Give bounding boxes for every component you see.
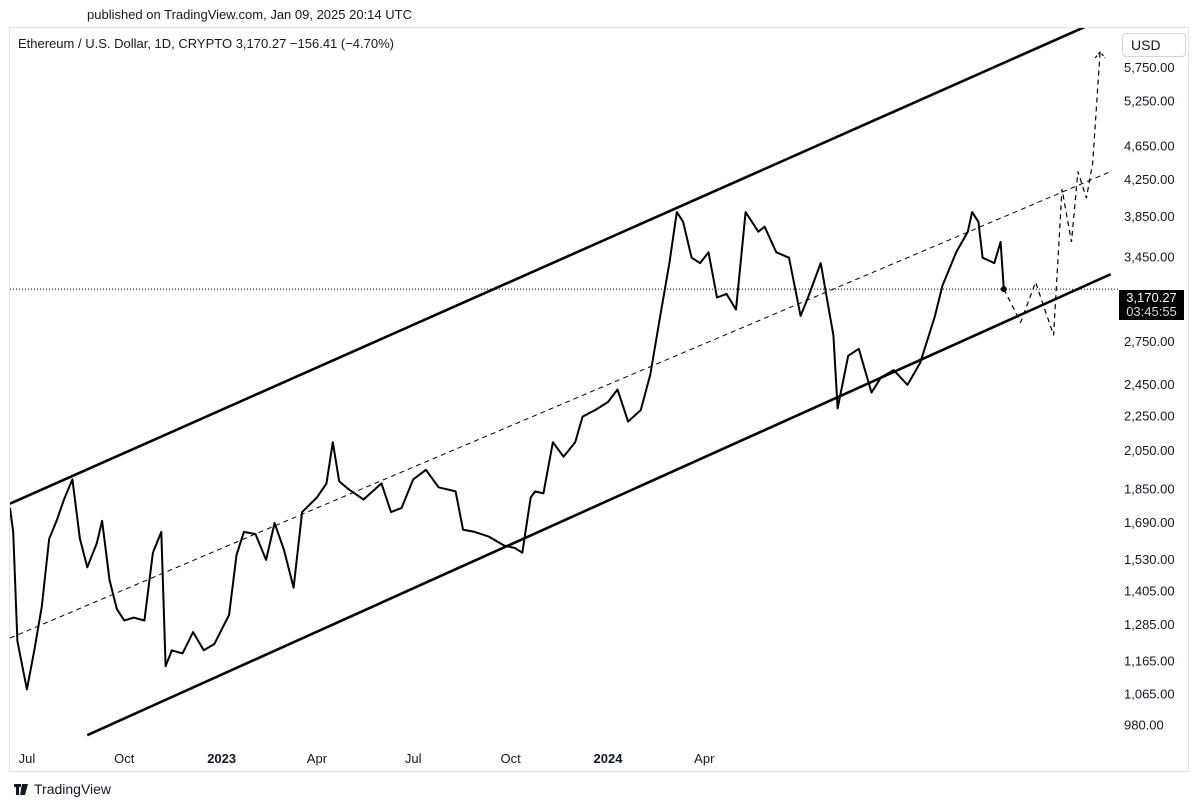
y-tick-label: 980.00 [1124,718,1164,733]
projection-path [1003,51,1101,336]
currency-button[interactable]: USD [1122,33,1186,57]
x-tick-label: Oct [114,751,135,766]
x-tick-label: Apr [307,751,328,766]
projection-arrowhead [1094,51,1106,59]
last-price-tag: 3,170.27 03:45:55 [1119,290,1184,320]
published-note: published on TradingView.com, Jan 09, 20… [87,7,412,22]
y-tick-label: 1,405.00 [1124,584,1175,599]
y-tick-label: 1,690.00 [1124,515,1175,530]
y-tick-label: 3,850.00 [1124,209,1175,224]
plot-area [10,28,1118,737]
y-tick-label: 4,250.00 [1124,172,1175,187]
channel-mid-line [10,171,1111,639]
y-tick-label: 2,750.00 [1124,334,1175,349]
channel-lower-line [86,273,1112,737]
x-tick-label: Jul [19,751,36,766]
last-price-label: 3,170.27 [1126,290,1177,305]
y-tick-label: 1,065.00 [1124,687,1175,702]
x-tick-label: 2024 [594,751,624,766]
x-tick-label: 2023 [207,751,236,766]
y-tick-label: 2,250.00 [1124,409,1175,424]
y-tick-label: 1,285.00 [1124,617,1175,632]
y-tick-label: 4,650.00 [1124,139,1175,154]
y-axis: 5,750.00 5,250.00 4,650.00 4,250.00 3,850.00… [1124,60,1175,733]
last-price-marker [1000,286,1007,293]
x-tick-label: Apr [694,751,715,766]
symbol-info: Ethereum / U.S. Dollar, 1D, CRYPTO 3,170… [18,36,394,51]
channel-upper-line [10,28,1086,505]
countdown-label: 03:45:55 [1126,304,1177,319]
chart-frame [9,27,1189,772]
y-tick-label: 1,165.00 [1124,653,1175,668]
y-tick-label: 1,850.00 [1124,481,1175,496]
y-tick-label: 2,050.00 [1124,443,1175,458]
y-tick-label: 3,450.00 [1124,250,1175,265]
y-tick-label: 1,530.00 [1124,552,1175,567]
y-tick-label: 5,250.00 [1124,94,1175,109]
x-axis: Jul Oct 2023 Apr Jul Oct 2024 Apr [19,751,715,766]
y-tick-label: 5,750.00 [1124,60,1175,75]
x-tick-label: Jul [405,751,422,766]
x-tick-label: Oct [500,751,521,766]
tradingview-logo-icon [14,784,28,795]
brand-label: TradingView [34,781,112,797]
y-tick-label: 2,450.00 [1124,377,1175,392]
price-series-line [10,211,1005,691]
